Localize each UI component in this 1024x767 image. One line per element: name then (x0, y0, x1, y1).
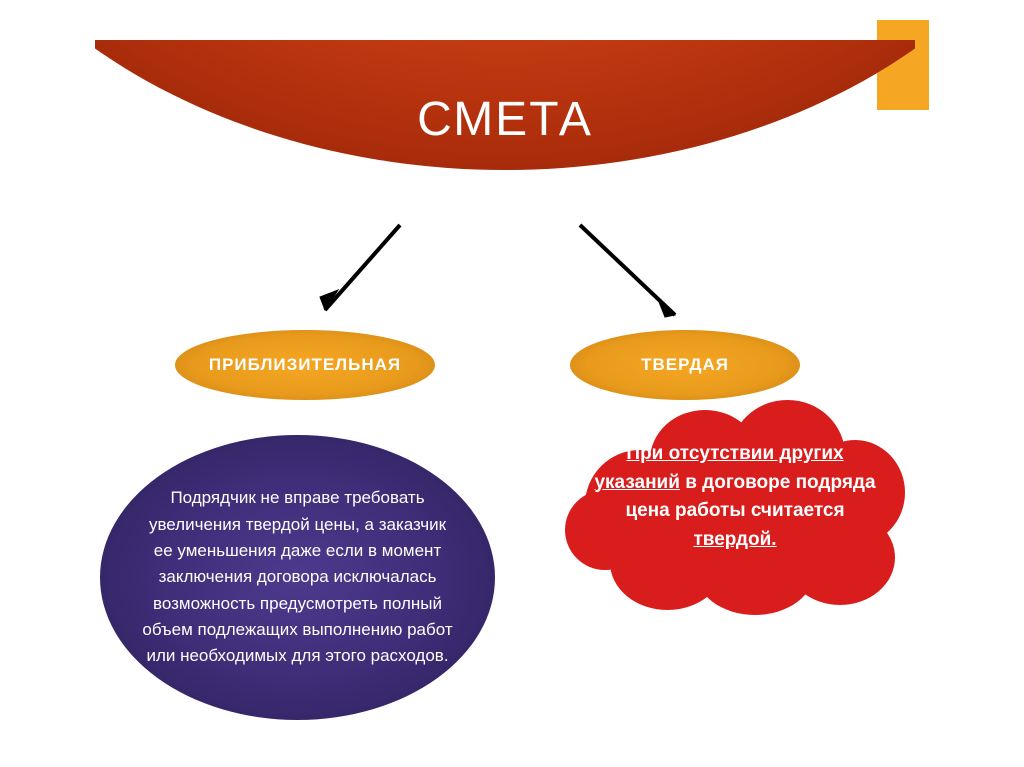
branch-right-label-text: ТВЕРДАЯ (641, 355, 729, 375)
branch-right-label: ТВЕРДАЯ (570, 330, 800, 400)
callout-left-text: Подрядчик не вправе требовать увеличения… (140, 485, 455, 669)
cloud-underline-2: твердой. (693, 529, 776, 550)
title-banner: СМЕТА (95, 40, 915, 215)
page-title: СМЕТА (95, 92, 915, 147)
branch-left-label: ПРИБЛИЗИТЕЛЬНАЯ (175, 330, 435, 400)
arrow-left (300, 215, 420, 335)
callout-left: Подрядчик не вправе требовать увеличения… (100, 435, 495, 720)
branch-left-label-text: ПРИБЛИЗИТЕЛЬНАЯ (209, 355, 401, 375)
cloud-right-text: При отсутствии других указаний в договор… (590, 440, 880, 554)
arrow-right (565, 215, 705, 335)
